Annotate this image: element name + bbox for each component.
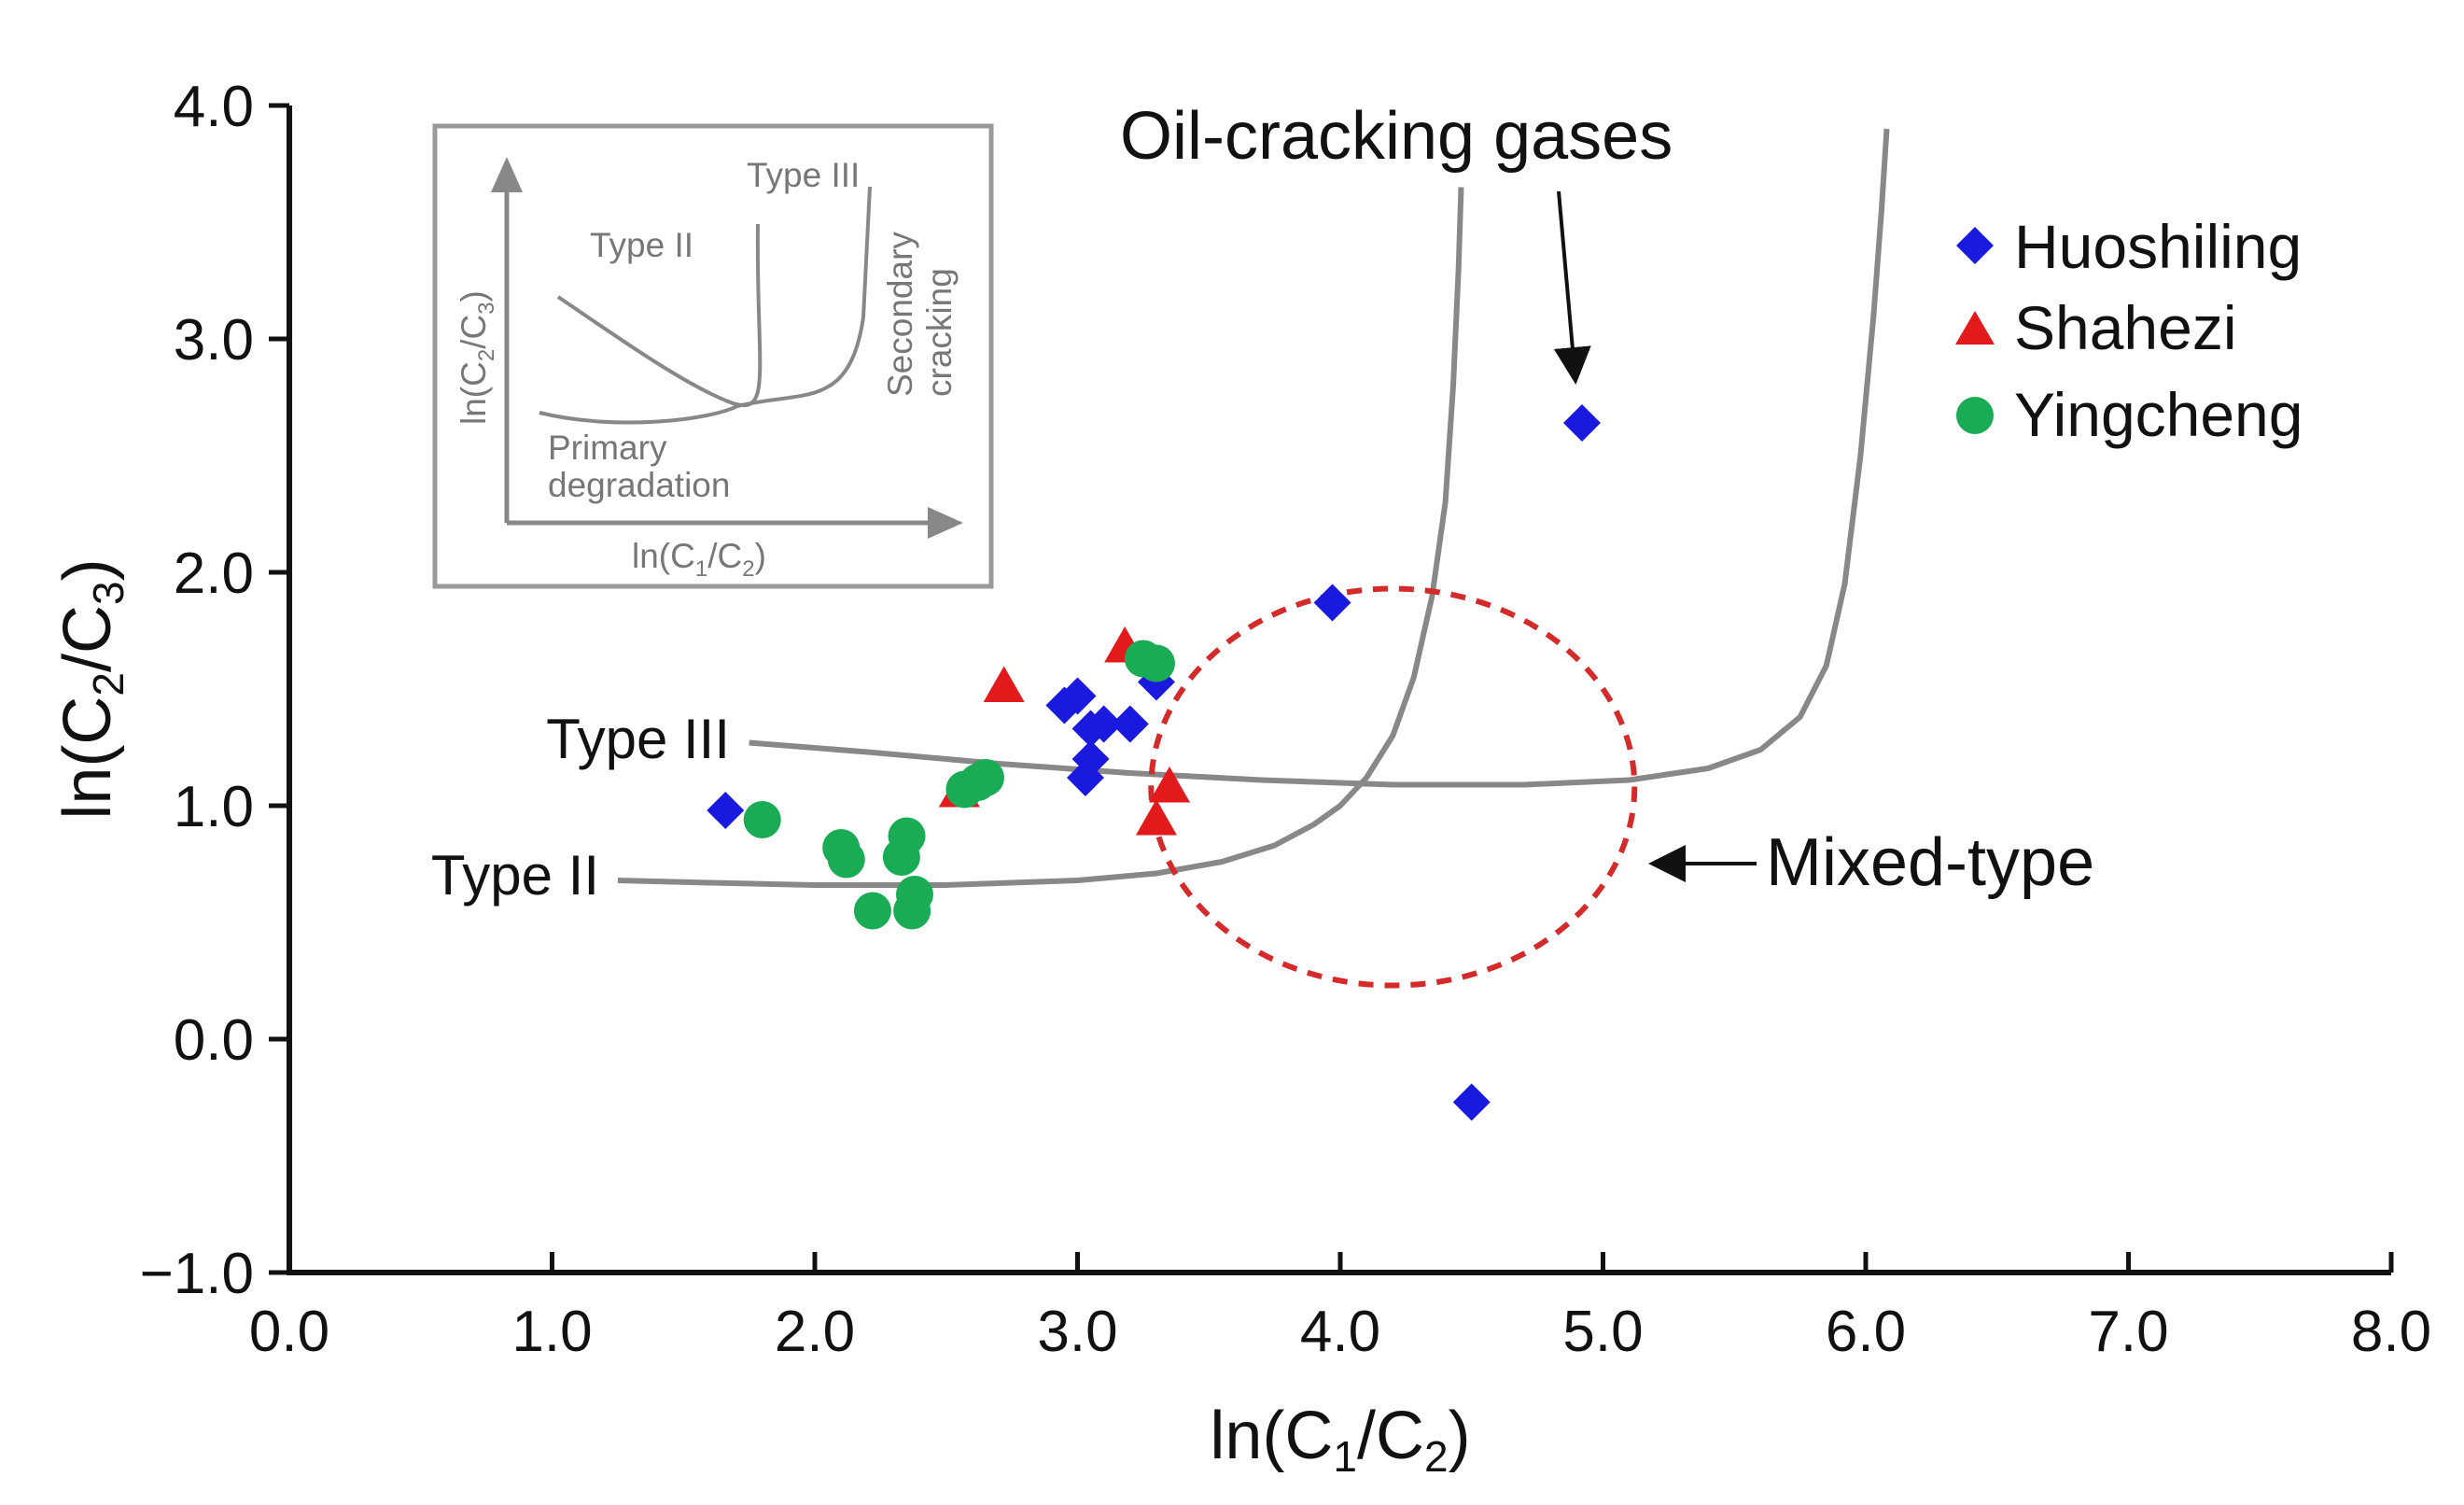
inset-y-arrowhead: [491, 157, 523, 192]
inset-x-label: ln(C1/C2): [632, 537, 766, 582]
point-huoshiling: [1452, 1083, 1491, 1121]
point-yingcheng: [827, 840, 865, 879]
x-tick-label: 8.0: [2351, 1300, 2431, 1364]
oil-cracking-arrow: [1553, 190, 1591, 385]
inset-x-arrowhead: [928, 507, 963, 539]
y-axis-title: ln(C2/C3): [50, 558, 133, 819]
point-yingcheng: [895, 876, 933, 913]
point-yingcheng: [853, 892, 891, 930]
legend: Huoshiling Shahezi Yingcheng: [1955, 212, 2303, 449]
point-huoshiling: [1313, 584, 1351, 622]
legend-label-shahezi: Shahezi: [2014, 293, 2237, 362]
legend-marker-shahezi: [1955, 311, 1995, 345]
y-tick-label: 0.0: [174, 1008, 254, 1073]
x-tick-label: 4.0: [1300, 1300, 1380, 1364]
x-tick-label: 7.0: [2088, 1300, 2168, 1364]
y-tick-label: 4.0: [174, 75, 254, 139]
x-axis-title: ln(C1/C2): [1210, 1399, 1470, 1481]
mixed-type-ellipse: [1148, 585, 1638, 989]
inset-label-secondary: Secondary: [881, 232, 919, 397]
y-tick-label: 1.0: [174, 775, 254, 839]
point-yingcheng: [1137, 644, 1175, 682]
x-tick-label: 3.0: [1037, 1300, 1117, 1364]
legend-label-yingcheng: Yingcheng: [2014, 380, 2303, 449]
label-type-ii: Type II: [431, 844, 599, 907]
axes: 0.0 1.0 2.0 3.0 4.0 5.0 6.0 7.0 8.0−1.00.01.02.0…: [140, 75, 2432, 1364]
x-tick-label: 6.0: [1826, 1300, 1906, 1364]
axis-ticks: 0.0 1.0 2.0 3.0 4.0 5.0 6.0 7.0 8.0−1.00.01.02.0…: [140, 75, 2432, 1364]
legend-label-huoshiling: Huoshiling: [2014, 212, 2302, 281]
label-type-iii: Type III: [546, 708, 730, 770]
inset-label-cracking: cracking: [920, 268, 959, 397]
point-shahezi: [1149, 767, 1191, 803]
x-tick-label: 2.0: [775, 1300, 855, 1364]
oil-cracking-label: Oil-cracking gases: [1120, 99, 1673, 174]
y-tick-label: 3.0: [174, 308, 254, 373]
point-yingcheng: [743, 801, 781, 838]
inset-label-degradation: degradation: [548, 466, 730, 504]
mixed-region: [1148, 585, 1638, 989]
x-tick-label: 1.0: [511, 1300, 592, 1364]
inset-curve-type-iii: [539, 186, 872, 425]
inset-label-type-ii: Type II: [590, 226, 693, 264]
point-huoshiling: [707, 792, 745, 829]
data-points: [707, 404, 1601, 1121]
point-huoshiling: [1066, 759, 1104, 796]
point-huoshiling: [1058, 677, 1097, 715]
point-huoshiling: [1111, 705, 1149, 743]
x-tick-label: 0.0: [249, 1300, 329, 1364]
inset-frame: [432, 123, 994, 589]
point-shahezi: [1135, 799, 1177, 836]
inset-label-primary: Primary: [548, 429, 667, 467]
y-tick-label: −1.0: [140, 1242, 254, 1306]
point-huoshiling: [1562, 404, 1601, 442]
legend-marker-huoshiling: [1956, 227, 1994, 264]
inset-label-type-iii: Type III: [747, 156, 860, 194]
inset-curve-type-ii: [556, 223, 763, 408]
inset-diagram: Type II Type III Secondary cracking Prim…: [432, 123, 994, 589]
legend-marker-yingcheng: [1956, 397, 1994, 434]
point-huoshiling: [1085, 705, 1123, 743]
mixed-type-label: Mixed-type: [1766, 825, 2094, 900]
x-tick-label: 5.0: [1562, 1300, 1643, 1364]
point-yingcheng: [882, 838, 920, 876]
point-shahezi: [983, 666, 1025, 702]
point-yingcheng: [966, 759, 1004, 796]
y-tick-label: 2.0: [174, 542, 254, 606]
